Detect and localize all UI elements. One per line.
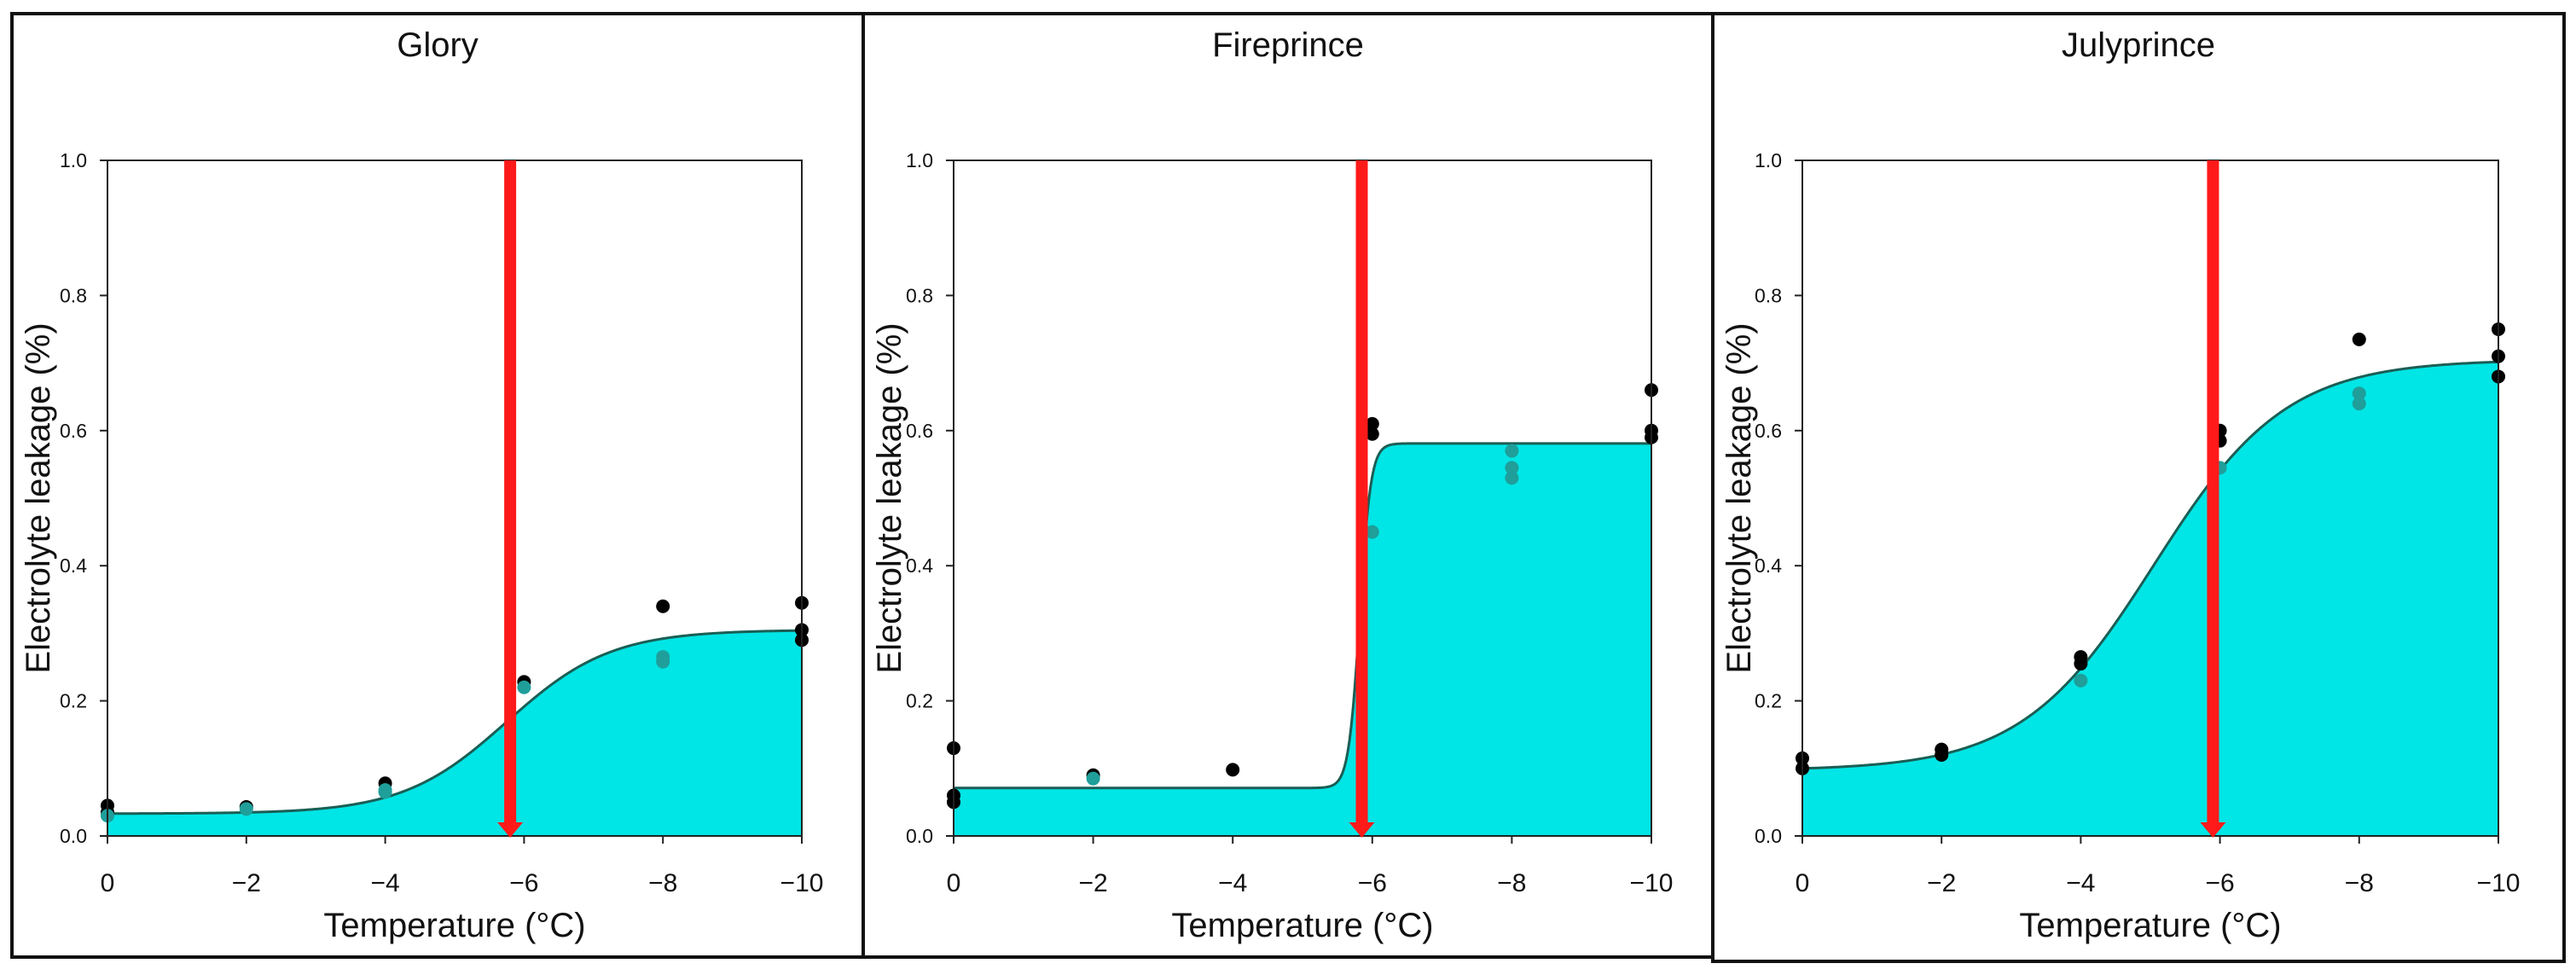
panel-3-y-tick-label: 1.0 (1755, 149, 1782, 171)
panel-1-y-tick-label: 0.0 (60, 825, 87, 847)
panel-1-data-point (517, 680, 531, 694)
panel-3-threshold-arrow-head (2200, 822, 2226, 838)
panel-2-x-tick-label: −2 (1078, 869, 1107, 897)
panel-3: Julyprince 0 −2 −4 −6 −8 −10 0.0 0.2 0.4 0.6 0.8 1.0… (1711, 12, 2566, 963)
panel-3-y-tick-label: 0.6 (1755, 420, 1782, 442)
panel-3-x-tick-label: −8 (2345, 869, 2374, 897)
panel-2-area-fill (954, 443, 1651, 836)
panel-2-data-point (1505, 461, 1519, 475)
panel-3-data-point (2352, 332, 2366, 346)
panel-1-data-point (239, 802, 253, 816)
panel-3-data-point (2074, 673, 2088, 688)
panel-3-plot-area (1801, 160, 2499, 837)
panel-3-data-point (2352, 386, 2366, 401)
panel-2-threshold-arrow-head (1349, 822, 1375, 838)
panel-2: Fireprince 0 −2 −4 −6 −8 −10 0.0 0.2 0.4 0.6 0.8 1.0… (862, 12, 1714, 959)
panel-2-x-tick-label: −8 (1497, 869, 1526, 897)
panel-1-x-tick-label: −10 (780, 869, 824, 897)
panel-2-plot-area (953, 160, 1652, 837)
panel-3-fitted-curve (1801, 360, 2499, 770)
panel-1-x-tick-label: 0 (101, 869, 115, 897)
panel-2-y-axis-label: Electrolyte leakage (%) (871, 322, 908, 673)
panel-3-y-tick-label: 0.2 (1755, 690, 1782, 712)
panel-2-fitted-curve (954, 442, 1651, 790)
panel-1-y-tick-label: 1.0 (60, 149, 87, 171)
panel-3-x-tick-label: 0 (1796, 869, 1810, 897)
panel-3-data-point (2074, 657, 2088, 671)
panel-2-data-point (1505, 444, 1519, 458)
panel-2-data-point (1365, 427, 1379, 441)
panel-2-y-tick-label: 0.2 (906, 690, 933, 712)
panel-2-y-tick-label: 0.0 (906, 825, 933, 847)
panel-1-x-tick-label: −8 (648, 869, 677, 897)
panel-1-x-tick-label: −6 (509, 869, 538, 897)
panel-1-data-point (656, 599, 670, 613)
panel-3-area-fill (1802, 362, 2498, 836)
panel-2-title: Fireprince (1212, 26, 1364, 64)
panel-1-x-tick-label: −4 (370, 869, 399, 897)
panel-3-y-axis-label: Electrolyte leakage (%) (1720, 322, 1758, 673)
panel-1-threshold-arrow (504, 160, 517, 824)
panel-1-y-tick-label: 0.4 (60, 554, 87, 577)
panel-1-y-tick-label: 0.6 (60, 420, 87, 442)
panel-3-y-tick-label: 0.8 (1755, 284, 1782, 306)
panel-2-y-tick-label: 0.6 (906, 420, 933, 442)
panel-3-threshold-arrow (2207, 160, 2219, 824)
panel-2-data-point (1365, 525, 1379, 539)
panel-2-y-tick-label: 1.0 (906, 149, 933, 171)
panel-3-frame (1711, 12, 2566, 963)
panel-1-title: Glory (397, 26, 479, 64)
panel-2-y-tick-label: 0.8 (906, 284, 933, 306)
panel-1-y-axis-label: Electrolyte leakage (%) (20, 322, 57, 673)
panel-2-x-tick-label: −10 (1630, 869, 1674, 897)
panel-1-area-fill (107, 630, 802, 836)
panel-3-x-tick-label: −10 (2477, 869, 2521, 897)
panel-3-data-point (2352, 397, 2366, 411)
panel-2-x-tick-label: −6 (1358, 869, 1387, 897)
panel-3-x-tick-label: −2 (1927, 869, 1956, 897)
panel-2-data-point (1505, 471, 1519, 485)
panel-2-data-point (1086, 771, 1100, 786)
panel-1-y-tick-label: 0.2 (60, 690, 87, 712)
panel-3-y-tick-label: 0.4 (1755, 554, 1782, 577)
panel-1-y-tick-label: 0.8 (60, 284, 87, 306)
panel-2-x-tick-label: 0 (947, 869, 961, 897)
panel-1-threshold-arrow-head (497, 822, 524, 838)
panel-2-threshold-arrow (1355, 160, 1368, 824)
panel-1-x-axis-label: Temperature (°C) (323, 907, 585, 944)
panel-3-data-point (1935, 747, 1949, 762)
panel-3-x-axis-label: Temperature (°C) (2019, 907, 2281, 944)
panel-3-title: Julyprince (2062, 26, 2215, 64)
panel-2-y-tick-label: 0.4 (906, 554, 933, 577)
panel-3-x-tick-label: −6 (2205, 869, 2234, 897)
panel-1-data-point (656, 654, 670, 669)
panel-1: Glory 0 −2 −4 −6 −8 −10 0.0 0.2 0.4 0.6 0.8 1.0 Tempe… (10, 12, 865, 959)
panel-2-data-point (1226, 763, 1240, 777)
panel-1-plot-area (107, 160, 803, 837)
panel-2-x-tick-label: −4 (1218, 869, 1247, 897)
panel-2-x-axis-label: Temperature (°C) (1171, 907, 1433, 944)
panel-3-y-tick-label: 0.0 (1755, 825, 1782, 847)
panel-1-x-tick-label: −2 (232, 869, 261, 897)
panel-3-x-tick-label: −4 (2066, 869, 2095, 897)
panel-1-data-point (378, 785, 392, 799)
panel-1-fitted-curve (107, 629, 803, 815)
panel-2-data-point (1365, 416, 1379, 431)
